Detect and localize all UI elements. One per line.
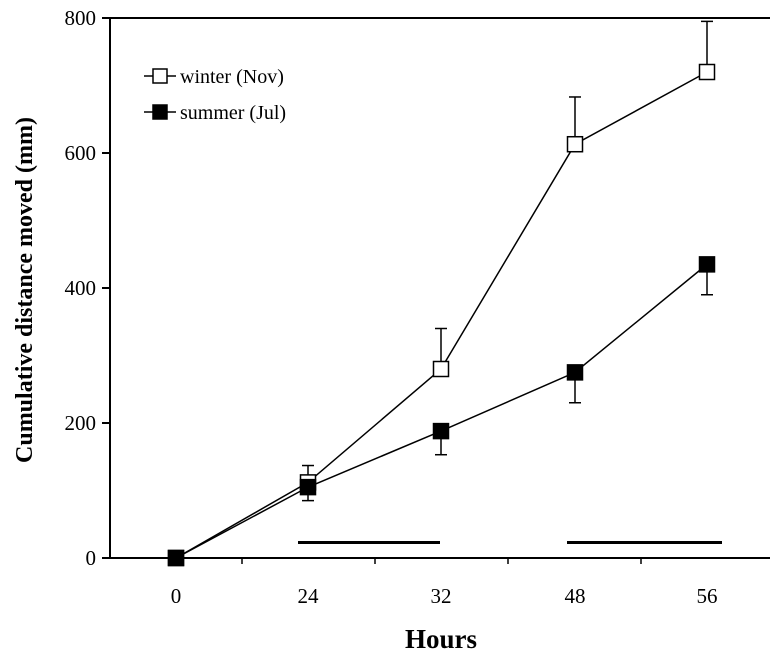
series-summer <box>167 256 716 567</box>
y-tick-label: 200 <box>65 411 97 435</box>
x-tick-label: 32 <box>431 584 452 608</box>
x-axis-title: Hours <box>405 624 477 654</box>
y-axis-title: Cumulative distance moved (mm) <box>12 117 38 463</box>
x-tick-label: 0 <box>171 584 182 608</box>
x-tick-label: 48 <box>565 584 586 608</box>
legend-marker <box>152 68 168 84</box>
data-point <box>566 135 584 153</box>
data-point <box>698 256 716 273</box>
series-line <box>175 71 708 559</box>
x-ticks: 0 24 32 48 56 <box>171 558 718 608</box>
data-point <box>432 422 450 440</box>
y-tick-label: 600 <box>65 141 97 165</box>
legend: winter (Nov) summer (Jul) <box>144 66 286 124</box>
data-point <box>698 63 716 81</box>
axes <box>109 17 770 559</box>
legend-label: summer (Jul) <box>180 102 286 124</box>
y-ticks: 0 200 400 600 800 <box>65 6 110 570</box>
series-layer <box>167 20 716 567</box>
x-tick-label: 24 <box>298 584 320 608</box>
data-point <box>299 478 317 496</box>
legend-marker <box>152 104 168 120</box>
y-tick-label: 0 <box>86 546 97 570</box>
x-tick-label: 56 <box>697 584 718 608</box>
y-tick-label: 800 <box>65 6 97 30</box>
y-tick-label: 400 <box>65 276 97 300</box>
series-line <box>175 263 708 559</box>
data-point <box>167 549 185 567</box>
data-point <box>432 360 450 378</box>
data-point <box>566 364 584 381</box>
legend-label: winter (Nov) <box>180 66 284 88</box>
